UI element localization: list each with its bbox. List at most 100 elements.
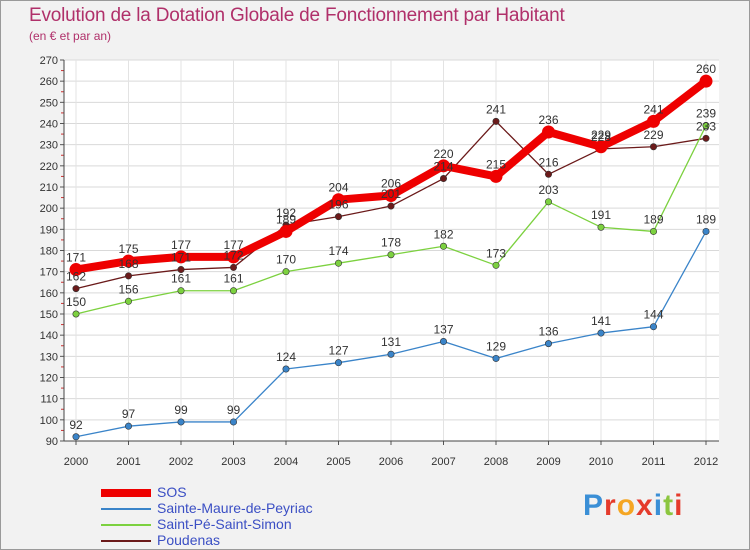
data-point-poudenas [177, 266, 185, 274]
legend-swatch [101, 508, 151, 510]
data-label-sainte-maure-de-peyriac: 129 [486, 339, 506, 353]
proxiti-logo: Proxiti [583, 489, 683, 523]
data-label-poudenas: 233 [696, 119, 716, 133]
data-label-sos: 229 [591, 128, 611, 142]
data-label-sainte-maure-de-peyriac: 189 [696, 212, 716, 226]
logo-letter: r [604, 489, 617, 522]
data-label-saint-p-saint-simon: 150 [66, 295, 86, 309]
data-point-saint-p-saint-simon [177, 287, 185, 295]
data-point-sainte-maure-de-peyriac [649, 323, 657, 331]
data-point-poudenas [334, 213, 342, 221]
logo-letter: i [653, 489, 664, 522]
legend-label: Saint-Pé-Saint-Simon [157, 516, 292, 532]
logo-letter: i [674, 489, 684, 522]
data-point-poudenas [125, 272, 133, 280]
data-point-saint-p-saint-simon [702, 122, 710, 130]
data-point-poudenas [230, 263, 238, 271]
y-tick-label: 260 [40, 76, 58, 88]
y-tick-label: 160 [40, 288, 58, 300]
data-point-poudenas [544, 170, 552, 178]
y-tick-label: 120 [40, 373, 58, 385]
x-tick-label: 2001 [116, 456, 140, 468]
y-tick-label: 180 [40, 246, 58, 258]
legend-label: Sainte-Maure-de-Peyriac [157, 500, 313, 516]
data-label-sainte-maure-de-peyriac: 99 [227, 403, 241, 417]
data-point-poudenas [702, 134, 710, 142]
data-point-sainte-maure-de-peyriac [387, 350, 395, 358]
data-label-sainte-maure-de-peyriac: 124 [276, 350, 296, 364]
data-point-saint-p-saint-simon [230, 287, 238, 295]
data-point-sos [332, 193, 345, 207]
data-label-saint-p-saint-simon: 178 [381, 236, 401, 250]
data-label-sos: 236 [538, 113, 558, 127]
data-point-saint-p-saint-simon [334, 259, 342, 267]
data-label-saint-p-saint-simon: 239 [696, 107, 716, 121]
data-label-sainte-maure-de-peyriac: 131 [381, 335, 401, 349]
y-tick-label: 100 [40, 415, 58, 427]
data-label-sos: 241 [643, 102, 663, 116]
x-tick-label: 2010 [589, 456, 613, 468]
y-tick-label: 200 [40, 203, 58, 215]
data-label-saint-p-saint-simon: 191 [591, 208, 611, 222]
data-point-sainte-maure-de-peyriac [439, 338, 447, 346]
data-label-sainte-maure-de-peyriac: 127 [328, 344, 348, 358]
data-label-sos: 204 [328, 181, 348, 195]
data-label-sainte-maure-de-peyriac: 99 [174, 403, 188, 417]
x-tick-label: 2009 [536, 456, 560, 468]
data-label-poudenas: 168 [118, 257, 138, 271]
data-label-sainte-maure-de-peyriac: 92 [69, 418, 83, 432]
data-point-saint-p-saint-simon [72, 310, 80, 318]
legend-item: Sainte-Maure-de-Peyriac [101, 500, 421, 517]
data-point-sainte-maure-de-peyriac [282, 365, 290, 373]
data-label-sainte-maure-de-peyriac: 141 [591, 314, 611, 328]
y-tick-label: 170 [40, 267, 58, 279]
x-tick-label: 2006 [379, 456, 403, 468]
x-tick-label: 2004 [274, 456, 298, 468]
x-tick-label: 2008 [484, 456, 508, 468]
y-tick-label: 190 [40, 224, 58, 236]
data-point-sainte-maure-de-peyriac [177, 418, 185, 426]
data-label-saint-p-saint-simon: 156 [118, 282, 138, 296]
data-point-sainte-maure-de-peyriac [72, 433, 80, 441]
data-label-sos: 206 [381, 176, 401, 190]
data-point-sos [489, 169, 503, 183]
x-tick-label: 2012 [694, 456, 718, 468]
logo-letter: t [663, 489, 675, 522]
data-point-sos [542, 125, 555, 139]
legend-item: SOS [101, 484, 421, 501]
data-label-poudenas: 172 [223, 248, 243, 262]
data-label-poudenas: 162 [66, 270, 86, 284]
data-point-sos [437, 159, 450, 173]
data-point-sainte-maure-de-peyriac [230, 418, 238, 426]
y-tick-label: 140 [40, 330, 58, 342]
data-point-sos [384, 188, 398, 202]
data-label-poudenas: 229 [643, 128, 663, 142]
data-point-saint-p-saint-simon [125, 297, 133, 305]
x-tick-label: 2007 [431, 456, 455, 468]
x-tick-label: 2000 [64, 456, 88, 468]
logo-letter: o [616, 489, 637, 522]
data-label-saint-p-saint-simon: 161 [223, 272, 243, 286]
data-label-poudenas: 192 [276, 206, 296, 220]
y-tick-label: 250 [40, 97, 58, 109]
data-label-saint-p-saint-simon: 170 [276, 253, 296, 267]
data-label-poudenas: 196 [328, 198, 348, 212]
data-point-sainte-maure-de-peyriac [702, 227, 710, 235]
data-label-sos: 175 [118, 242, 138, 256]
data-label-sos: 220 [433, 147, 453, 161]
data-point-saint-p-saint-simon [387, 251, 395, 259]
y-tick-label: 90 [46, 436, 58, 448]
data-label-saint-p-saint-simon: 189 [643, 212, 663, 226]
data-label-saint-p-saint-simon: 203 [538, 183, 558, 197]
legend-item: Saint-Pé-Saint-Simon [101, 516, 421, 533]
data-point-sos [647, 114, 660, 128]
data-label-poudenas: 171 [171, 251, 191, 265]
data-point-saint-p-saint-simon [282, 268, 290, 276]
data-point-poudenas [387, 202, 395, 210]
data-point-sainte-maure-de-peyriac [597, 329, 605, 337]
data-label-poudenas: 201 [381, 187, 401, 201]
data-label-sainte-maure-de-peyriac: 97 [122, 407, 136, 421]
legend-label: Poudenas [157, 532, 221, 548]
data-point-sos [174, 250, 188, 264]
